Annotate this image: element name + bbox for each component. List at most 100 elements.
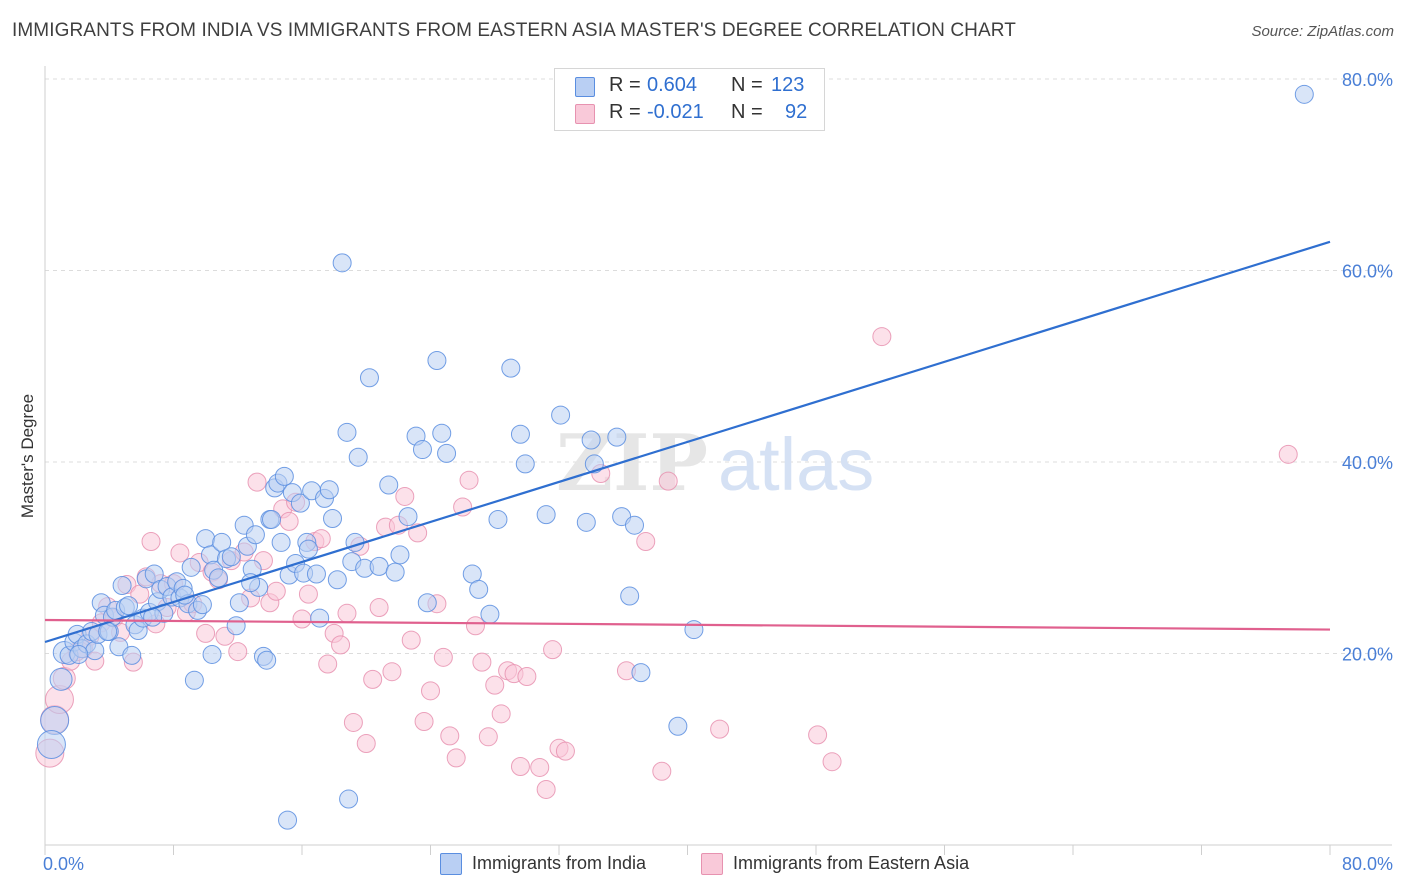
legend-swatch-eastern-asia (575, 104, 595, 124)
india-point (184, 670, 204, 690)
series-legend-swatch-india (440, 853, 462, 875)
india-point (49, 667, 73, 691)
india-point (624, 515, 644, 535)
eastern-asia-point (517, 666, 537, 686)
india-point (369, 556, 389, 576)
eastern-asia-point (401, 630, 421, 650)
legend-n-label: N = (731, 101, 763, 123)
y-tick-label: 80.0% (1342, 70, 1393, 90)
india-point (536, 505, 556, 525)
india-point (359, 368, 379, 388)
eastern-asia-point (170, 543, 190, 563)
y-tick-label: 20.0% (1342, 645, 1393, 665)
india-point (607, 427, 627, 447)
eastern-asia-point (337, 603, 357, 623)
india-point (339, 789, 359, 809)
source-label: Source: ZipAtlas.com (1251, 23, 1394, 40)
india-point (385, 562, 405, 582)
eastern-asia-point (279, 511, 299, 531)
india-point (278, 810, 298, 830)
eastern-asia-point (478, 727, 498, 747)
eastern-asia-point (298, 584, 318, 604)
india-point (319, 480, 339, 500)
india-point (469, 579, 489, 599)
tick-labels: 20.0% 40.0% 60.0% 80.0% 0.0% 80.0% (43, 70, 1393, 874)
legend-r-value: 0.604 (647, 74, 698, 96)
india-point (332, 253, 352, 273)
india-point (327, 570, 347, 590)
watermark-zip: ZIP (556, 418, 708, 509)
india-point (379, 475, 399, 495)
eastern-asia-point (822, 752, 842, 772)
india-point (620, 586, 640, 606)
eastern-asia-point (395, 486, 415, 506)
india-point (221, 547, 241, 567)
y-axis-label: Master's Degree (18, 393, 37, 519)
legend-r-label: R = (609, 74, 641, 96)
eastern-asia-point (530, 757, 550, 777)
india-point (112, 576, 132, 596)
india-point (181, 557, 201, 577)
india-point (390, 545, 410, 565)
india-point (85, 641, 105, 661)
trend-lines (44, 240, 1331, 644)
watermark-atlas: atlas (718, 423, 874, 506)
eastern-asia-point (266, 581, 286, 601)
trend-line-india (44, 240, 1331, 644)
india-point (69, 644, 89, 664)
eastern-asia-point (292, 609, 312, 629)
eastern-asia-point (369, 598, 389, 618)
legend-n-value: 92 (785, 101, 808, 123)
eastern-asia-point (228, 642, 248, 662)
india-point (196, 529, 216, 549)
india-point (192, 595, 212, 615)
y-tick-label: 40.0% (1342, 453, 1393, 473)
india-point (581, 430, 601, 450)
india-point (510, 424, 530, 444)
watermark: ZIP atlas (556, 418, 874, 509)
legend-n-value: 123 (771, 74, 805, 96)
correlation-legend: R = 0.604 N = 123 R = -0.021 N = 92 (554, 68, 825, 131)
india-point (271, 532, 291, 552)
india-point (306, 564, 326, 584)
india-point (261, 509, 281, 529)
eastern-asia-point (414, 711, 434, 731)
eastern-asia-point (440, 726, 460, 746)
india-point (551, 405, 571, 425)
india-point (501, 358, 521, 378)
eastern-asia-point (363, 669, 383, 689)
eastern-asia-point (808, 725, 828, 745)
legend-n-label: N = (731, 74, 763, 96)
eastern-asia-point (356, 734, 376, 754)
india-point (229, 593, 249, 613)
eastern-asia-point (485, 675, 505, 695)
india-point (119, 596, 139, 616)
eastern-asia-point (536, 779, 556, 799)
india-point (290, 493, 310, 513)
x-tick-label: 0.0% (43, 854, 84, 874)
india-point (417, 593, 437, 613)
eastern-asia-point (465, 616, 485, 636)
india-point (515, 454, 535, 474)
india-point (226, 616, 246, 636)
eastern-asia-point (318, 654, 338, 674)
eastern-asia-point (543, 640, 563, 660)
trend-line-eastern-asia (44, 618, 1331, 631)
india-point (427, 351, 447, 371)
eastern-asia-point (710, 719, 730, 739)
x-tick-label: 80.0% (1342, 854, 1393, 874)
india-point (208, 568, 228, 588)
india-point (274, 466, 294, 486)
india-point (348, 447, 368, 467)
india-point (398, 507, 418, 527)
india-point (480, 604, 500, 624)
india-point (298, 539, 318, 559)
india-point (684, 620, 704, 640)
chart-title: IMMIGRANTS FROM INDIA VS IMMIGRANTS FROM… (12, 20, 1016, 41)
india-point (310, 608, 330, 628)
eastern-asia-point (491, 704, 511, 724)
y-tick-label: 60.0% (1342, 262, 1393, 282)
india-point (257, 650, 277, 670)
eastern-asia-point (652, 761, 672, 781)
